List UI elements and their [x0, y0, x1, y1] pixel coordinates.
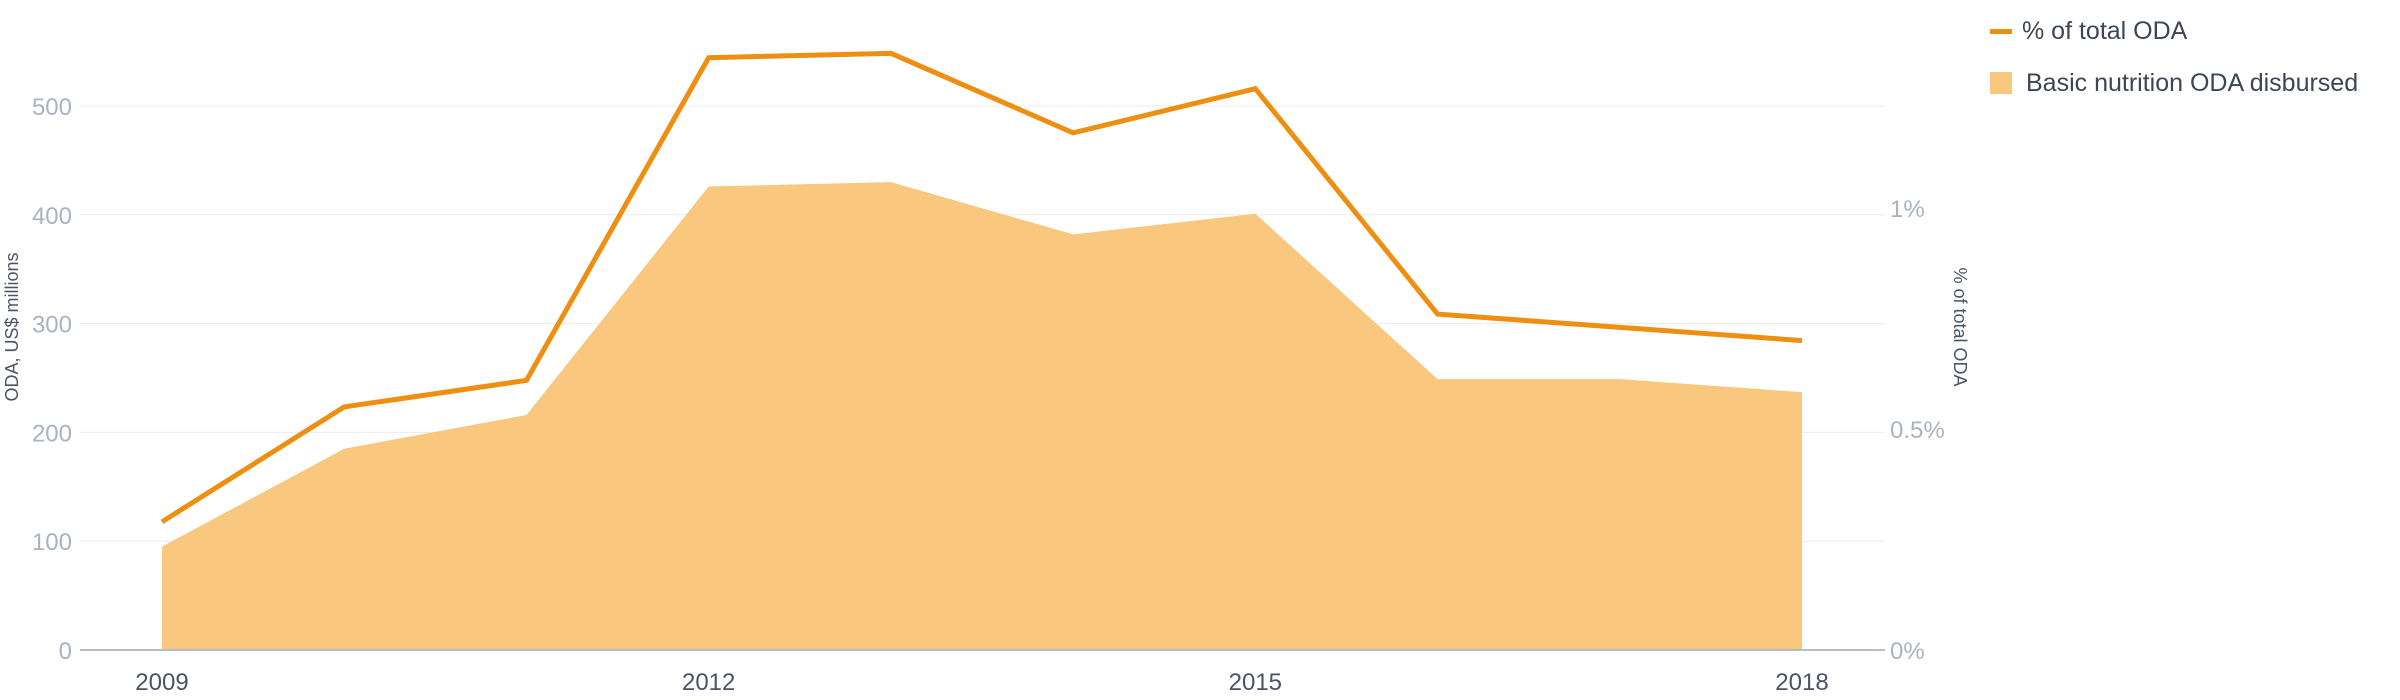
legend-item-line[interactable]: % of total ODA [1990, 12, 2358, 50]
y2-tick-label: 0% [1890, 638, 1925, 665]
area-basic-nutrition [162, 182, 1802, 650]
area-series [162, 182, 1802, 650]
x-tick-label: 2015 [1229, 669, 1282, 696]
y-tick-label: 0 [59, 638, 72, 665]
line-series [160, 50, 1803, 524]
y-axis-title: ODA, US$ millions [2, 252, 22, 401]
x-tick-label: 2012 [682, 669, 735, 696]
axes: 0 100 200 300 400 500 0% 0.5% 1% 2009 2012 2015 2018 [32, 94, 1945, 696]
legend-line-swatch [1990, 28, 2012, 34]
legend-label-area: Basic nutrition ODA disbursed [2026, 68, 2359, 97]
legend-item-area[interactable]: Basic nutrition ODA disbursed [1990, 64, 2358, 102]
legend-area-swatch [1990, 72, 2012, 94]
legend-label-line: % of total ODA [2022, 16, 2188, 45]
y2-tick-label: 0.5% [1890, 417, 1945, 444]
y-tick-label: 100 [32, 529, 72, 556]
y2-axis-title: % of total ODA [1950, 267, 1970, 386]
x-tick-label: 2018 [1775, 669, 1828, 696]
y-tick-label: 300 [32, 312, 72, 339]
line-percent-total-oda [160, 50, 1803, 524]
y2-tick-label: 1% [1890, 196, 1925, 223]
y-tick-label: 500 [32, 94, 72, 121]
y-tick-label: 200 [32, 420, 72, 447]
x-tick-label: 2009 [135, 669, 188, 696]
y-tick-label: 400 [32, 203, 72, 230]
legend: % of total ODA Basic nutrition ODA disbu… [1990, 12, 2358, 116]
